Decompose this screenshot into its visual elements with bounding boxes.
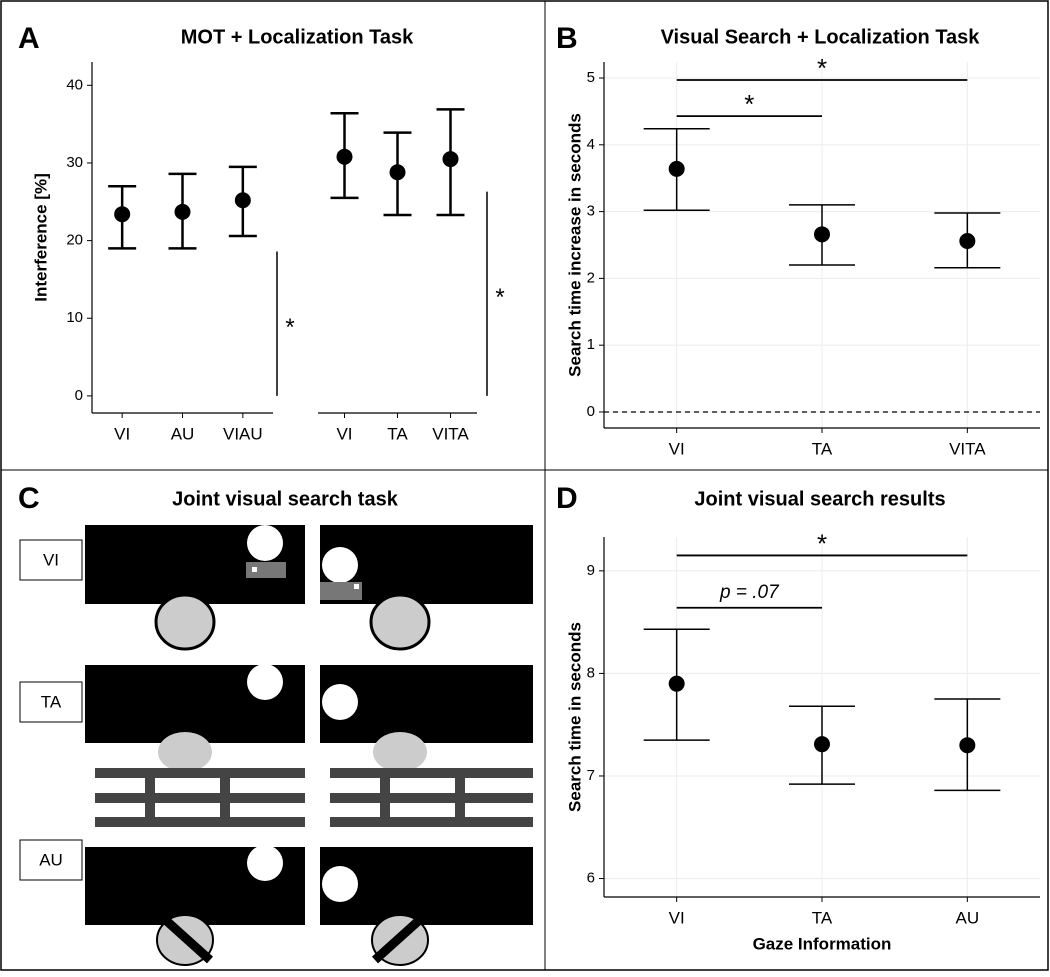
panel-letter: B — [556, 22, 578, 55]
y-tick-label: 30 — [66, 154, 83, 171]
panel-letter: D — [556, 482, 578, 515]
y-tick-label: 10 — [66, 309, 83, 326]
mean-point — [336, 148, 353, 165]
chart-title: MOT + Localization Task — [181, 26, 414, 48]
x-tick-label: VI — [669, 439, 685, 458]
target — [322, 547, 358, 583]
mean-point — [234, 192, 251, 209]
condition-box — [19, 681, 83, 723]
head — [158, 732, 212, 772]
significance-label: * — [817, 53, 827, 83]
x-tick-label: TA — [387, 424, 408, 443]
cursor — [252, 567, 257, 572]
x-tick-label: VI — [669, 908, 685, 927]
x-tick-label: VIAU — [223, 424, 263, 443]
x-tick-label: VI — [336, 424, 352, 443]
panel-title: Joint visual search task — [172, 488, 399, 510]
mean-point — [114, 206, 131, 223]
y-tick-label: 3 — [587, 203, 595, 220]
y-tick-label: 20 — [66, 232, 83, 249]
y-tick-label: 9 — [587, 562, 595, 579]
mean-point — [814, 226, 830, 243]
y-axis-label: Search time increase in seconds — [565, 113, 584, 377]
condition-box — [19, 839, 83, 881]
panel-c: C Joint visual search task — [18, 482, 533, 966]
y-tick-label: 0 — [587, 403, 595, 420]
y-tick-label: 2 — [587, 269, 595, 286]
mean-point — [174, 203, 191, 220]
x-tick-label: VITA — [432, 424, 469, 443]
mean-point — [389, 164, 406, 181]
x-tick-label: AU — [956, 908, 980, 927]
head — [373, 732, 427, 772]
condition-label: TA — [41, 692, 62, 711]
mean-point — [668, 675, 685, 692]
target — [322, 684, 358, 720]
significance-label: * — [495, 284, 504, 311]
y-tick-label: 40 — [66, 76, 83, 93]
cursor — [354, 584, 359, 589]
panel-letter: A — [18, 22, 40, 55]
mean-point — [668, 160, 685, 177]
target — [322, 866, 358, 902]
cursor-box — [246, 562, 286, 578]
significance-label: * — [817, 528, 827, 558]
target — [247, 845, 283, 881]
head — [369, 593, 431, 651]
chart-title: Joint visual search results — [694, 488, 945, 510]
mean-point — [442, 151, 459, 168]
target — [247, 525, 283, 561]
y-tick-label: 1 — [587, 336, 595, 353]
condition-label: VI — [43, 550, 59, 569]
y-tick-label: 4 — [587, 136, 595, 153]
condition-label: AU — [39, 850, 63, 869]
condition-box — [19, 539, 83, 581]
tactile-belt — [95, 768, 533, 827]
panel-letter: C — [18, 482, 40, 515]
mean-point — [814, 736, 830, 753]
mean-point — [959, 737, 976, 754]
y-tick-label: 7 — [587, 767, 595, 784]
mean-point — [959, 232, 976, 249]
y-tick-label: 5 — [587, 69, 595, 86]
headphones — [371, 911, 429, 964]
x-tick-label: AU — [171, 424, 195, 443]
y-axis-label: Search time in seconds — [565, 622, 584, 812]
significance-label: * — [744, 89, 754, 119]
cursor-box — [320, 582, 362, 600]
y-tick-label: 8 — [587, 664, 595, 681]
x-tick-label: VITA — [949, 439, 986, 458]
x-tick-label: TA — [812, 908, 833, 927]
target — [247, 664, 283, 700]
y-axis-label: Interference [%] — [31, 173, 50, 301]
significance-label: p = .07 — [719, 582, 780, 603]
x-axis-label: Gaze Information — [753, 934, 892, 953]
chart-title: Visual Search + Localization Task — [661, 26, 981, 48]
headphones — [156, 911, 214, 964]
x-tick-label: TA — [812, 439, 833, 458]
y-tick-label: 6 — [587, 870, 595, 887]
y-tick-label: 0 — [75, 387, 83, 404]
x-tick-label: VI — [114, 424, 130, 443]
head — [154, 593, 216, 651]
significance-label: * — [285, 314, 294, 341]
